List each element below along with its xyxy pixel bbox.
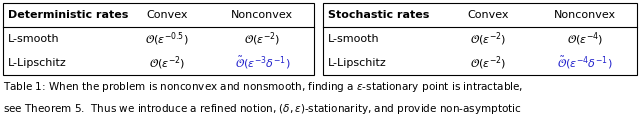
Text: Table 1: When the problem is nonconvex and nonsmooth, finding a $\epsilon$-stati: Table 1: When the problem is nonconvex a…: [3, 80, 524, 94]
Text: $\mathcal{O}(\epsilon^{-2})$: $\mathcal{O}(\epsilon^{-2})$: [470, 30, 507, 48]
Text: L-Lipschitz: L-Lipschitz: [328, 58, 387, 68]
Text: $\mathcal{O}(\epsilon^{-2})$: $\mathcal{O}(\epsilon^{-2})$: [244, 30, 280, 48]
Text: $\mathcal{O}(\epsilon^{-0.5})$: $\mathcal{O}(\epsilon^{-0.5})$: [145, 30, 189, 48]
Bar: [3, 3, 314, 75]
Text: Convex: Convex: [146, 10, 188, 20]
Text: Stochastic rates: Stochastic rates: [328, 10, 429, 20]
Text: L-Lipschitz: L-Lipschitz: [8, 58, 67, 68]
Bar: [323, 3, 637, 75]
Text: $\mathcal{O}(\epsilon^{-2})$: $\mathcal{O}(\epsilon^{-2})$: [149, 54, 185, 72]
Text: L-smooth: L-smooth: [328, 34, 380, 44]
Text: Deterministic rates: Deterministic rates: [8, 10, 129, 20]
Text: Convex: Convex: [468, 10, 509, 20]
Text: $\mathcal{O}(\epsilon^{-2})$: $\mathcal{O}(\epsilon^{-2})$: [470, 54, 507, 72]
Text: Nonconvex: Nonconvex: [231, 10, 294, 20]
Text: Nonconvex: Nonconvex: [554, 10, 616, 20]
Text: $\tilde{\mathcal{O}}(\epsilon^{-3}\delta^{-1})$: $\tilde{\mathcal{O}}(\epsilon^{-3}\delta…: [235, 55, 290, 71]
Text: L-smooth: L-smooth: [8, 34, 60, 44]
Text: $\tilde{\mathcal{O}}(\epsilon^{-4}\delta^{-1})$: $\tilde{\mathcal{O}}(\epsilon^{-4}\delta…: [557, 55, 613, 71]
Text: see Theorem 5.  Thus we introduce a refined notion, $(\delta, \epsilon)$-station: see Theorem 5. Thus we introduce a refin…: [3, 102, 522, 116]
Text: $\mathcal{O}(\epsilon^{-4})$: $\mathcal{O}(\epsilon^{-4})$: [567, 30, 603, 48]
